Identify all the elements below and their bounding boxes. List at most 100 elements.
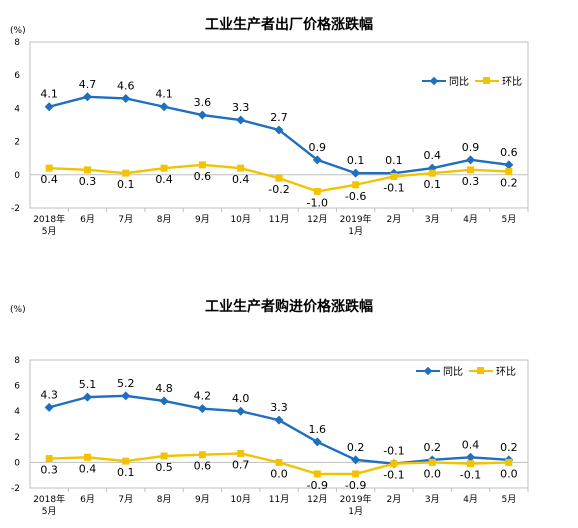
data-label: -0.1	[383, 445, 404, 458]
x-tick-label: 4月	[463, 214, 478, 225]
data-label: -0.1	[383, 181, 404, 194]
y-tick-label: 6	[14, 71, 20, 81]
data-point	[352, 470, 360, 478]
y-tick-label: -2	[11, 484, 20, 494]
data-point	[44, 102, 54, 112]
x-tick-label: 5月	[501, 214, 516, 225]
y-tick-label: 0	[14, 171, 20, 181]
legend-line-icon	[422, 76, 446, 85]
x-tick-label: 10月	[230, 494, 250, 505]
legend-label: 环比	[502, 77, 522, 88]
data-point	[197, 404, 207, 414]
data-label: 2.7	[270, 111, 288, 124]
data-point	[467, 166, 475, 174]
data-label: -0.6	[345, 190, 366, 203]
data-point	[352, 181, 360, 189]
data-point	[45, 455, 53, 463]
legend: 同比 环比	[416, 363, 516, 378]
x-tick-label: 4月	[463, 494, 478, 505]
x-tick-label: 10月	[230, 214, 250, 225]
data-label: 0.6	[500, 146, 518, 159]
data-label: 0.0	[500, 467, 518, 480]
data-label: -0.9	[307, 479, 328, 492]
data-point	[505, 458, 513, 466]
data-label: 4.8	[155, 382, 173, 395]
x-tick-label: 5月	[42, 226, 57, 237]
x-tick-label: 1月	[348, 226, 363, 237]
data-point	[313, 187, 321, 195]
data-point	[237, 164, 245, 172]
data-point	[122, 457, 130, 465]
legend-label: 环比	[496, 367, 516, 378]
chart-title: 工业生产者购进价格涨跌幅	[205, 299, 373, 315]
data-label: 0.4	[40, 173, 58, 186]
data-point	[236, 115, 246, 125]
x-tick-label: 1月	[348, 506, 363, 517]
data-label: 0.4	[462, 438, 480, 451]
legend-item-series-2: 环比	[469, 363, 516, 378]
data-label: 0.2	[347, 441, 365, 454]
data-label: 0.6	[194, 460, 212, 473]
data-point	[275, 458, 283, 466]
legend-item-series-1: 同比	[422, 73, 469, 88]
data-point	[82, 92, 92, 102]
data-point	[83, 166, 91, 174]
data-point	[428, 169, 436, 177]
data-label: 4.3	[40, 388, 58, 401]
data-point	[45, 164, 53, 172]
x-tick-label: 2月	[387, 494, 402, 505]
x-tick-label: 6月	[80, 494, 95, 505]
data-label: 0.4	[155, 173, 173, 186]
legend: 同比 环比	[422, 73, 522, 88]
data-point	[351, 168, 361, 178]
data-label: 0.4	[423, 149, 441, 162]
data-label: -0.2	[268, 183, 289, 196]
data-label: 0.3	[79, 175, 97, 188]
y-unit-label: (%)	[10, 305, 26, 315]
data-label: 4.6	[117, 79, 135, 92]
x-tick-label: 8月	[157, 494, 172, 505]
y-tick-label: 8	[14, 356, 20, 366]
data-point	[82, 392, 92, 402]
legend-label: 同比	[449, 77, 469, 88]
data-label: 0.1	[347, 154, 365, 167]
data-point	[390, 460, 398, 468]
data-point	[159, 102, 169, 112]
data-label: 0.9	[462, 141, 480, 154]
plot-frame	[29, 359, 529, 489]
data-label: 0.6	[194, 170, 212, 183]
y-tick-label: 4	[14, 407, 20, 417]
data-point	[160, 164, 168, 172]
data-point	[505, 167, 513, 175]
x-tick-label: 11月	[269, 214, 289, 225]
data-point	[467, 460, 475, 468]
y-tick-label: 2	[14, 138, 20, 148]
data-point	[160, 452, 168, 460]
data-label: 0.4	[232, 173, 250, 186]
data-label: 0.1	[385, 154, 403, 167]
data-point	[274, 125, 284, 135]
y-tick-label: 2	[14, 433, 20, 443]
y-tick-label: 8	[14, 38, 20, 48]
x-tick-label: 11月	[269, 494, 289, 505]
x-tick-label: 5月	[42, 506, 57, 517]
data-label: 4.7	[79, 78, 97, 91]
y-tick-label: -2	[11, 204, 20, 214]
data-label: 0.3	[462, 175, 480, 188]
x-tick-label: 7月	[118, 214, 133, 225]
legend-line-icon	[469, 366, 493, 374]
legend-item-series-1: 同比	[416, 363, 463, 378]
x-tick-label: 2018年	[33, 213, 65, 225]
data-label: 0.2	[423, 441, 441, 454]
data-point	[122, 169, 130, 177]
chart-panel-input-price: 工业生产者购进价格涨跌幅 (%) -2 0 2 4 6 8 2018年 5月 6月 7月 8月 9月 1…	[0, 290, 578, 528]
data-label: 0.4	[79, 462, 97, 475]
data-point	[466, 155, 476, 165]
data-point	[428, 458, 436, 466]
chart-title: 工业生产者出厂价格涨跌幅	[205, 17, 373, 33]
data-point	[197, 110, 207, 120]
data-label: 5.2	[117, 377, 135, 390]
data-label: 4.1	[155, 88, 173, 101]
